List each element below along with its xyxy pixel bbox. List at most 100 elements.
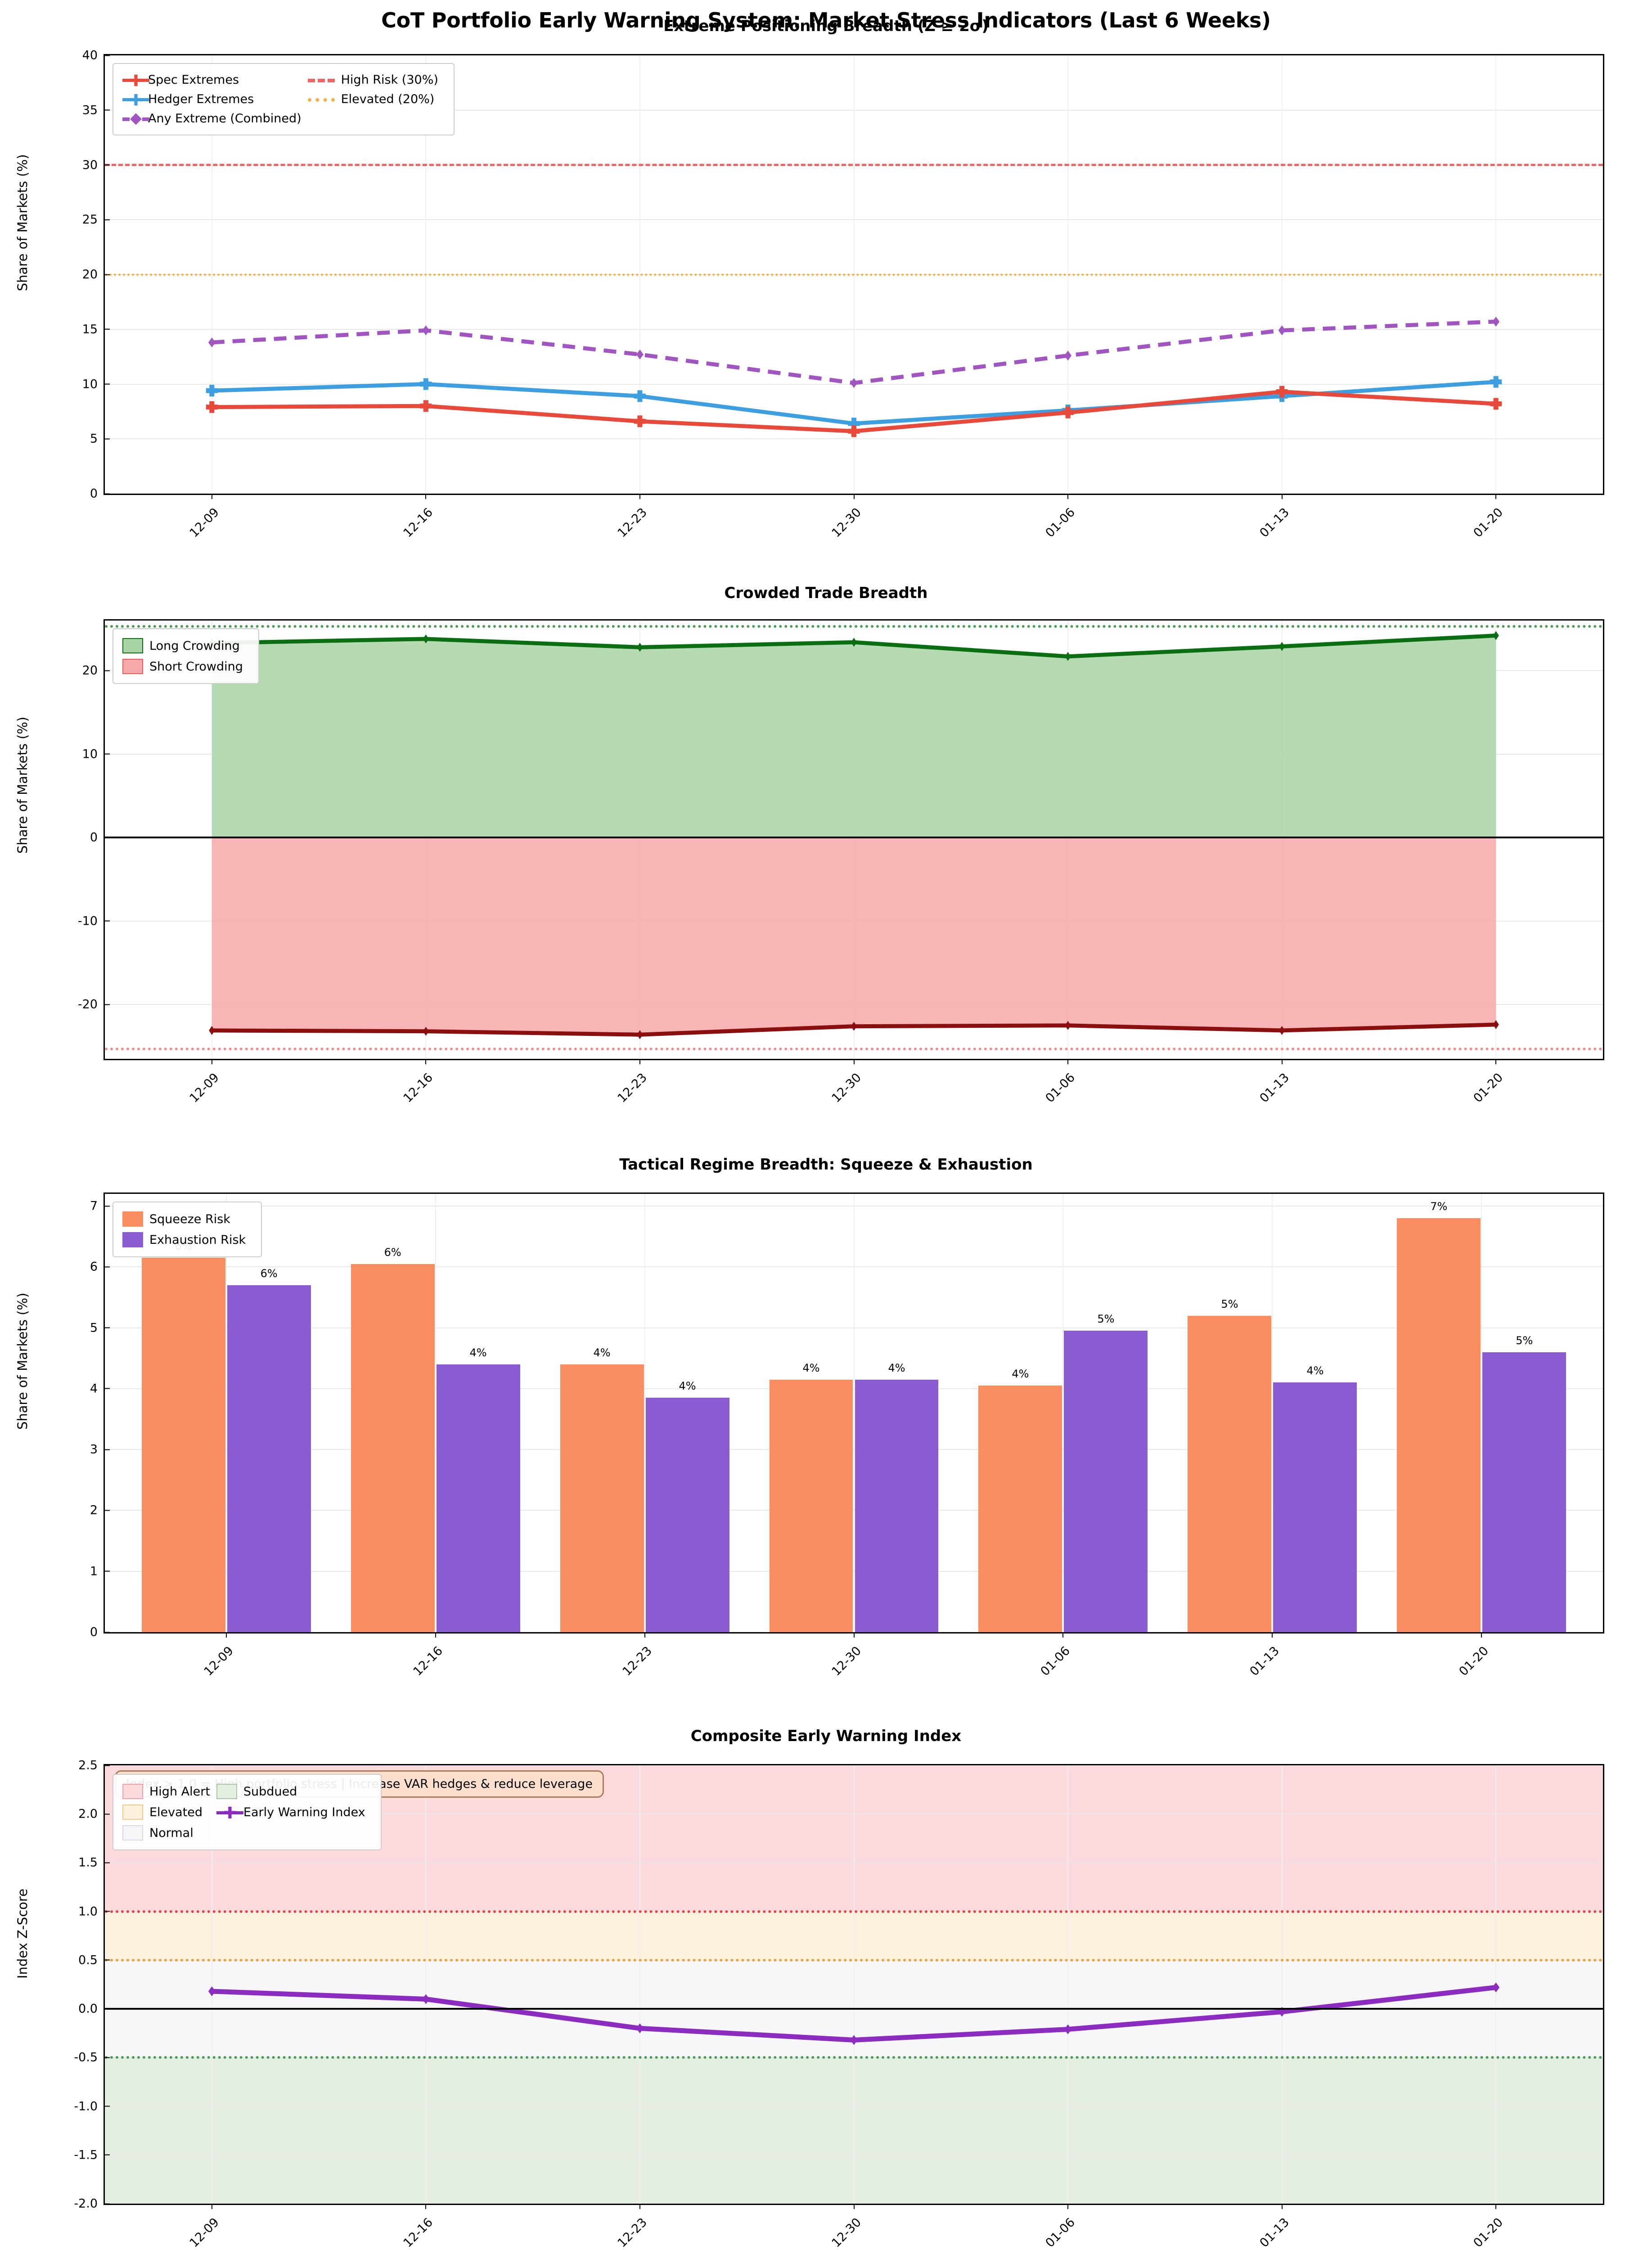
legend-swatch [122,1781,149,1802]
panel-tactical-regime: Tactical Regime Breadth: Squeeze & Exhau… [0,1152,1652,1706]
x-tick-mark [435,1632,436,1638]
y-tick-label: 0 [90,831,110,845]
bar-value-label: 4% [593,1346,611,1359]
x-tick-label: 01-13 [1257,1071,1292,1106]
panel3-legend[interactable]: Squeeze Risk Exhaustion Risk [113,1202,262,1257]
x-tick-mark [1067,1059,1069,1064]
legend-swatch [307,90,341,109]
x-tick-label: 12-23 [615,1071,650,1106]
y-tick-label: -1.0 [74,2099,110,2113]
gridline-v [1481,1194,1482,1632]
y-tick-label: 0 [90,487,110,501]
y-tick-label: 3 [90,1443,110,1457]
legend-swatch [122,656,149,677]
panel2-legend[interactable]: Long Crowding Short Crowding [113,628,259,684]
threshold-line [105,273,1603,276]
gridline-v [425,1765,427,2204]
bar-exhaustion-risk [1482,1352,1566,1632]
bar-value-label: 6% [384,1246,401,1259]
bar-value-label: 4% [888,1361,905,1374]
x-tick-mark [1281,494,1283,499]
x-tick-label: 12-09 [187,2215,222,2250]
bar-exhaustion-risk [1064,1331,1148,1632]
bar-exhaustion-risk [436,1364,520,1632]
y-tick-label: 2.0 [78,1807,110,1821]
x-tick-mark [425,1059,427,1064]
legend-label: Spec Extremes [148,73,239,87]
y-tick-label: -10 [78,914,110,928]
gridline-v [1067,1765,1069,2204]
gridline-v [1281,1765,1283,2204]
panel4-plot-area: -2.0 -1.5 -1.0 -0.5 0.0 0.5 1.0 1.5 2.0 2.5 12-09 1… [74,1759,1604,2250]
legend-label: Short Crowding [149,659,243,674]
legend-swatch [216,1781,243,1802]
y-tick-label: 0.0 [78,2002,110,2016]
legend-label: Normal [149,1826,194,1840]
legend-label: Squeeze Risk [149,1212,230,1226]
legend-swatch [122,1229,149,1250]
bar-exhaustion-risk [227,1285,311,1632]
bar-squeeze-risk [560,1364,644,1632]
x-tick-label: 01-13 [1257,505,1292,540]
panel-composite-index: Composite Early Warning Index Index Z-Sc… [0,1724,1652,2250]
legend-label: Elevated (20%) [341,92,435,106]
y-tick-label: 6 [90,1260,110,1274]
panel4-title: Composite Early Warning Index [690,1727,962,1745]
gridline-v [644,1194,645,1632]
bar-value-label: 4% [469,1346,487,1359]
x-tick-mark [853,1059,855,1064]
x-tick-label: 12-09 [187,505,222,540]
bar-squeeze-risk [141,1258,225,1632]
y-tick-label: 2 [90,1503,110,1517]
panel1-ylabel: Share of Markets (%) [15,154,30,291]
x-tick-label: 01-06 [1043,505,1078,540]
x-tick-mark [1495,2204,1497,2209]
legend-label: High Alert [149,1784,210,1799]
legend-label: Exhaustion Risk [149,1233,246,1247]
bar-squeeze-risk [978,1386,1062,1632]
x-tick-label: 01-06 [1043,1071,1078,1106]
x-tick-label: 01-06 [1043,2215,1078,2250]
panel1-legend[interactable]: Spec Extremes High Risk (30%) Hedger Extre… [113,63,455,135]
y-tick-label: 1.0 [78,1904,110,1918]
bar-value-label: 5% [1516,1334,1533,1347]
y-tick-label: 25 [82,213,110,227]
legend-label: High Risk (30%) [341,73,438,87]
x-tick-mark [1495,494,1497,499]
legend-label: Subdued [243,1784,297,1799]
y-tick-label: 35 [82,103,110,117]
x-tick-mark [1272,1632,1273,1638]
bar-value-label: 5% [1097,1313,1115,1326]
x-tick-mark [1067,494,1069,499]
x-tick-mark [1067,2204,1069,2209]
panel3-title: Tactical Regime Breadth: Squeeze & Exhau… [619,1156,1033,1174]
y-tick-label: -2.0 [74,2197,110,2211]
x-tick-label: 12-23 [620,1644,655,1679]
bar-squeeze-risk [351,1264,435,1632]
bar-value-label: 6% [260,1267,278,1280]
bar-squeeze-risk [769,1379,853,1632]
figure-suptitle: CoT Portfolio Early Warning System: Mark… [381,8,1271,32]
x-tick-label: 12-23 [615,2215,650,2250]
x-tick-mark [1495,1059,1497,1064]
x-tick-mark [1281,1059,1283,1064]
panel4-legend[interactable]: High Alert Subdued Elevated Early Warning I… [113,1774,382,1850]
x-tick-mark [639,2204,640,2209]
threshold-line [105,1047,1603,1050]
gridline-v [1272,1194,1273,1632]
bar-value-label: 4% [679,1380,696,1393]
legend-swatch [216,1802,243,1822]
y-tick-label: 5 [90,1321,110,1335]
bar-squeeze-risk [1397,1218,1481,1632]
bar-exhaustion-risk [855,1379,939,1632]
legend-swatch [122,1209,149,1229]
x-tick-mark [853,2204,855,2209]
bar-value-label: 4% [1012,1368,1029,1381]
y-tick-label: -20 [78,998,110,1012]
legend-swatch [122,1802,149,1822]
x-tick-label: 12-23 [615,505,650,540]
y-tick-label: 1.5 [78,1856,110,1870]
threshold-line [105,1910,1603,1913]
x-tick-mark [225,1632,227,1638]
